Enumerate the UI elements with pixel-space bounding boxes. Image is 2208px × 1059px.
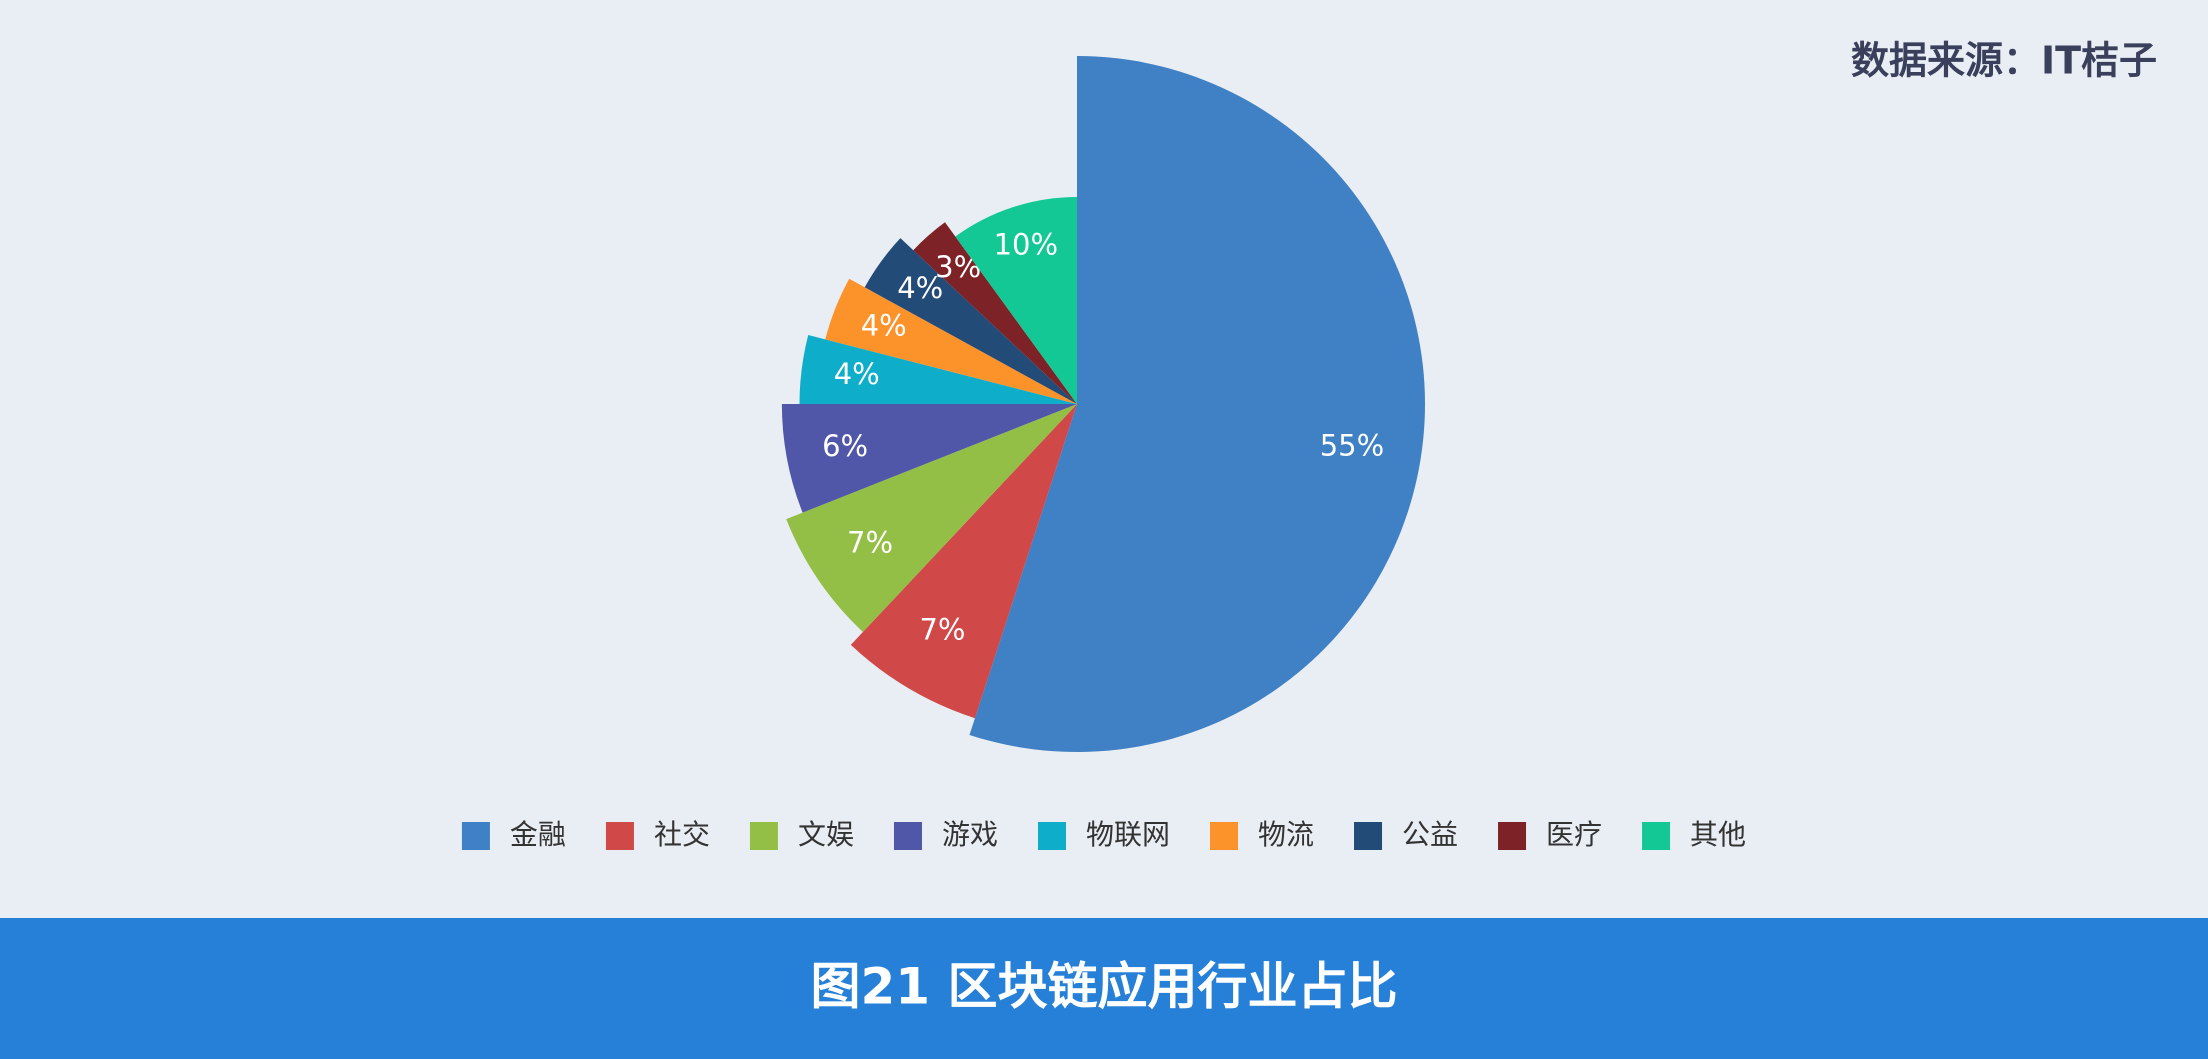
legend-label: 金融 bbox=[510, 818, 566, 851]
legend-label: 文娱 bbox=[798, 818, 854, 851]
pie-slice bbox=[969, 56, 1426, 753]
data-label: 55% bbox=[1320, 429, 1384, 463]
pie-slice bbox=[825, 278, 1077, 404]
legend-item: 物联网 bbox=[1037, 818, 1170, 851]
data-label: 4% bbox=[834, 357, 880, 391]
legend-item: 金融 bbox=[461, 818, 566, 851]
pie-slice bbox=[864, 238, 1077, 404]
legend-label: 其他 bbox=[1690, 818, 1746, 851]
pie-slice bbox=[913, 222, 1077, 404]
legend: 金融 社交 文娱 游戏 物联网 物流 公益 医疗 其他 bbox=[461, 818, 1746, 851]
data-label: 4% bbox=[897, 271, 943, 305]
pie-slice bbox=[850, 404, 1077, 719]
legend-item: 社交 bbox=[605, 818, 710, 851]
legend-item: 游戏 bbox=[893, 818, 998, 851]
pie-slice bbox=[781, 404, 1077, 513]
source: 数据来源：IT桔子 bbox=[1851, 39, 2157, 83]
legend-item: 医疗 bbox=[1498, 818, 1602, 851]
data-label: 7% bbox=[919, 612, 965, 646]
legend-label: 游戏 bbox=[942, 818, 998, 851]
title-bar bbox=[0, 918, 2208, 1059]
legend-swatch bbox=[1498, 822, 1527, 850]
legend-item: 其他 bbox=[1642, 818, 1746, 851]
legend-swatch bbox=[461, 822, 490, 850]
legend-swatch bbox=[1642, 822, 1671, 850]
chart-title: 图21 区块链应用行业占比 bbox=[811, 958, 1398, 1016]
pie-slice bbox=[786, 404, 1077, 632]
legend-swatch bbox=[1210, 822, 1239, 850]
legend-swatch bbox=[893, 822, 922, 850]
legend-label: 物流 bbox=[1258, 818, 1314, 851]
data-label: 6% bbox=[822, 429, 868, 463]
legend-item: 公益 bbox=[1354, 818, 1458, 851]
legend-item: 文娱 bbox=[749, 818, 854, 851]
data-label: 10% bbox=[994, 228, 1058, 262]
legend-label: 医疗 bbox=[1546, 818, 1602, 851]
data-label: 7% bbox=[847, 526, 893, 560]
pie-slice bbox=[799, 334, 1077, 404]
pie: 55%7%7%6%4%4%4%3%10% bbox=[781, 56, 1426, 753]
legend-label: 公益 bbox=[1402, 818, 1458, 851]
legend-swatch bbox=[1037, 822, 1066, 850]
legend-label: 社交 bbox=[654, 818, 710, 851]
data-label: 4% bbox=[861, 308, 907, 342]
legend-swatch bbox=[749, 822, 778, 850]
pie-slice bbox=[955, 197, 1077, 404]
legend-swatch bbox=[605, 822, 634, 850]
legend-label: 物联网 bbox=[1086, 818, 1170, 851]
legend-item: 物流 bbox=[1210, 818, 1314, 851]
legend-swatch bbox=[1354, 822, 1383, 850]
